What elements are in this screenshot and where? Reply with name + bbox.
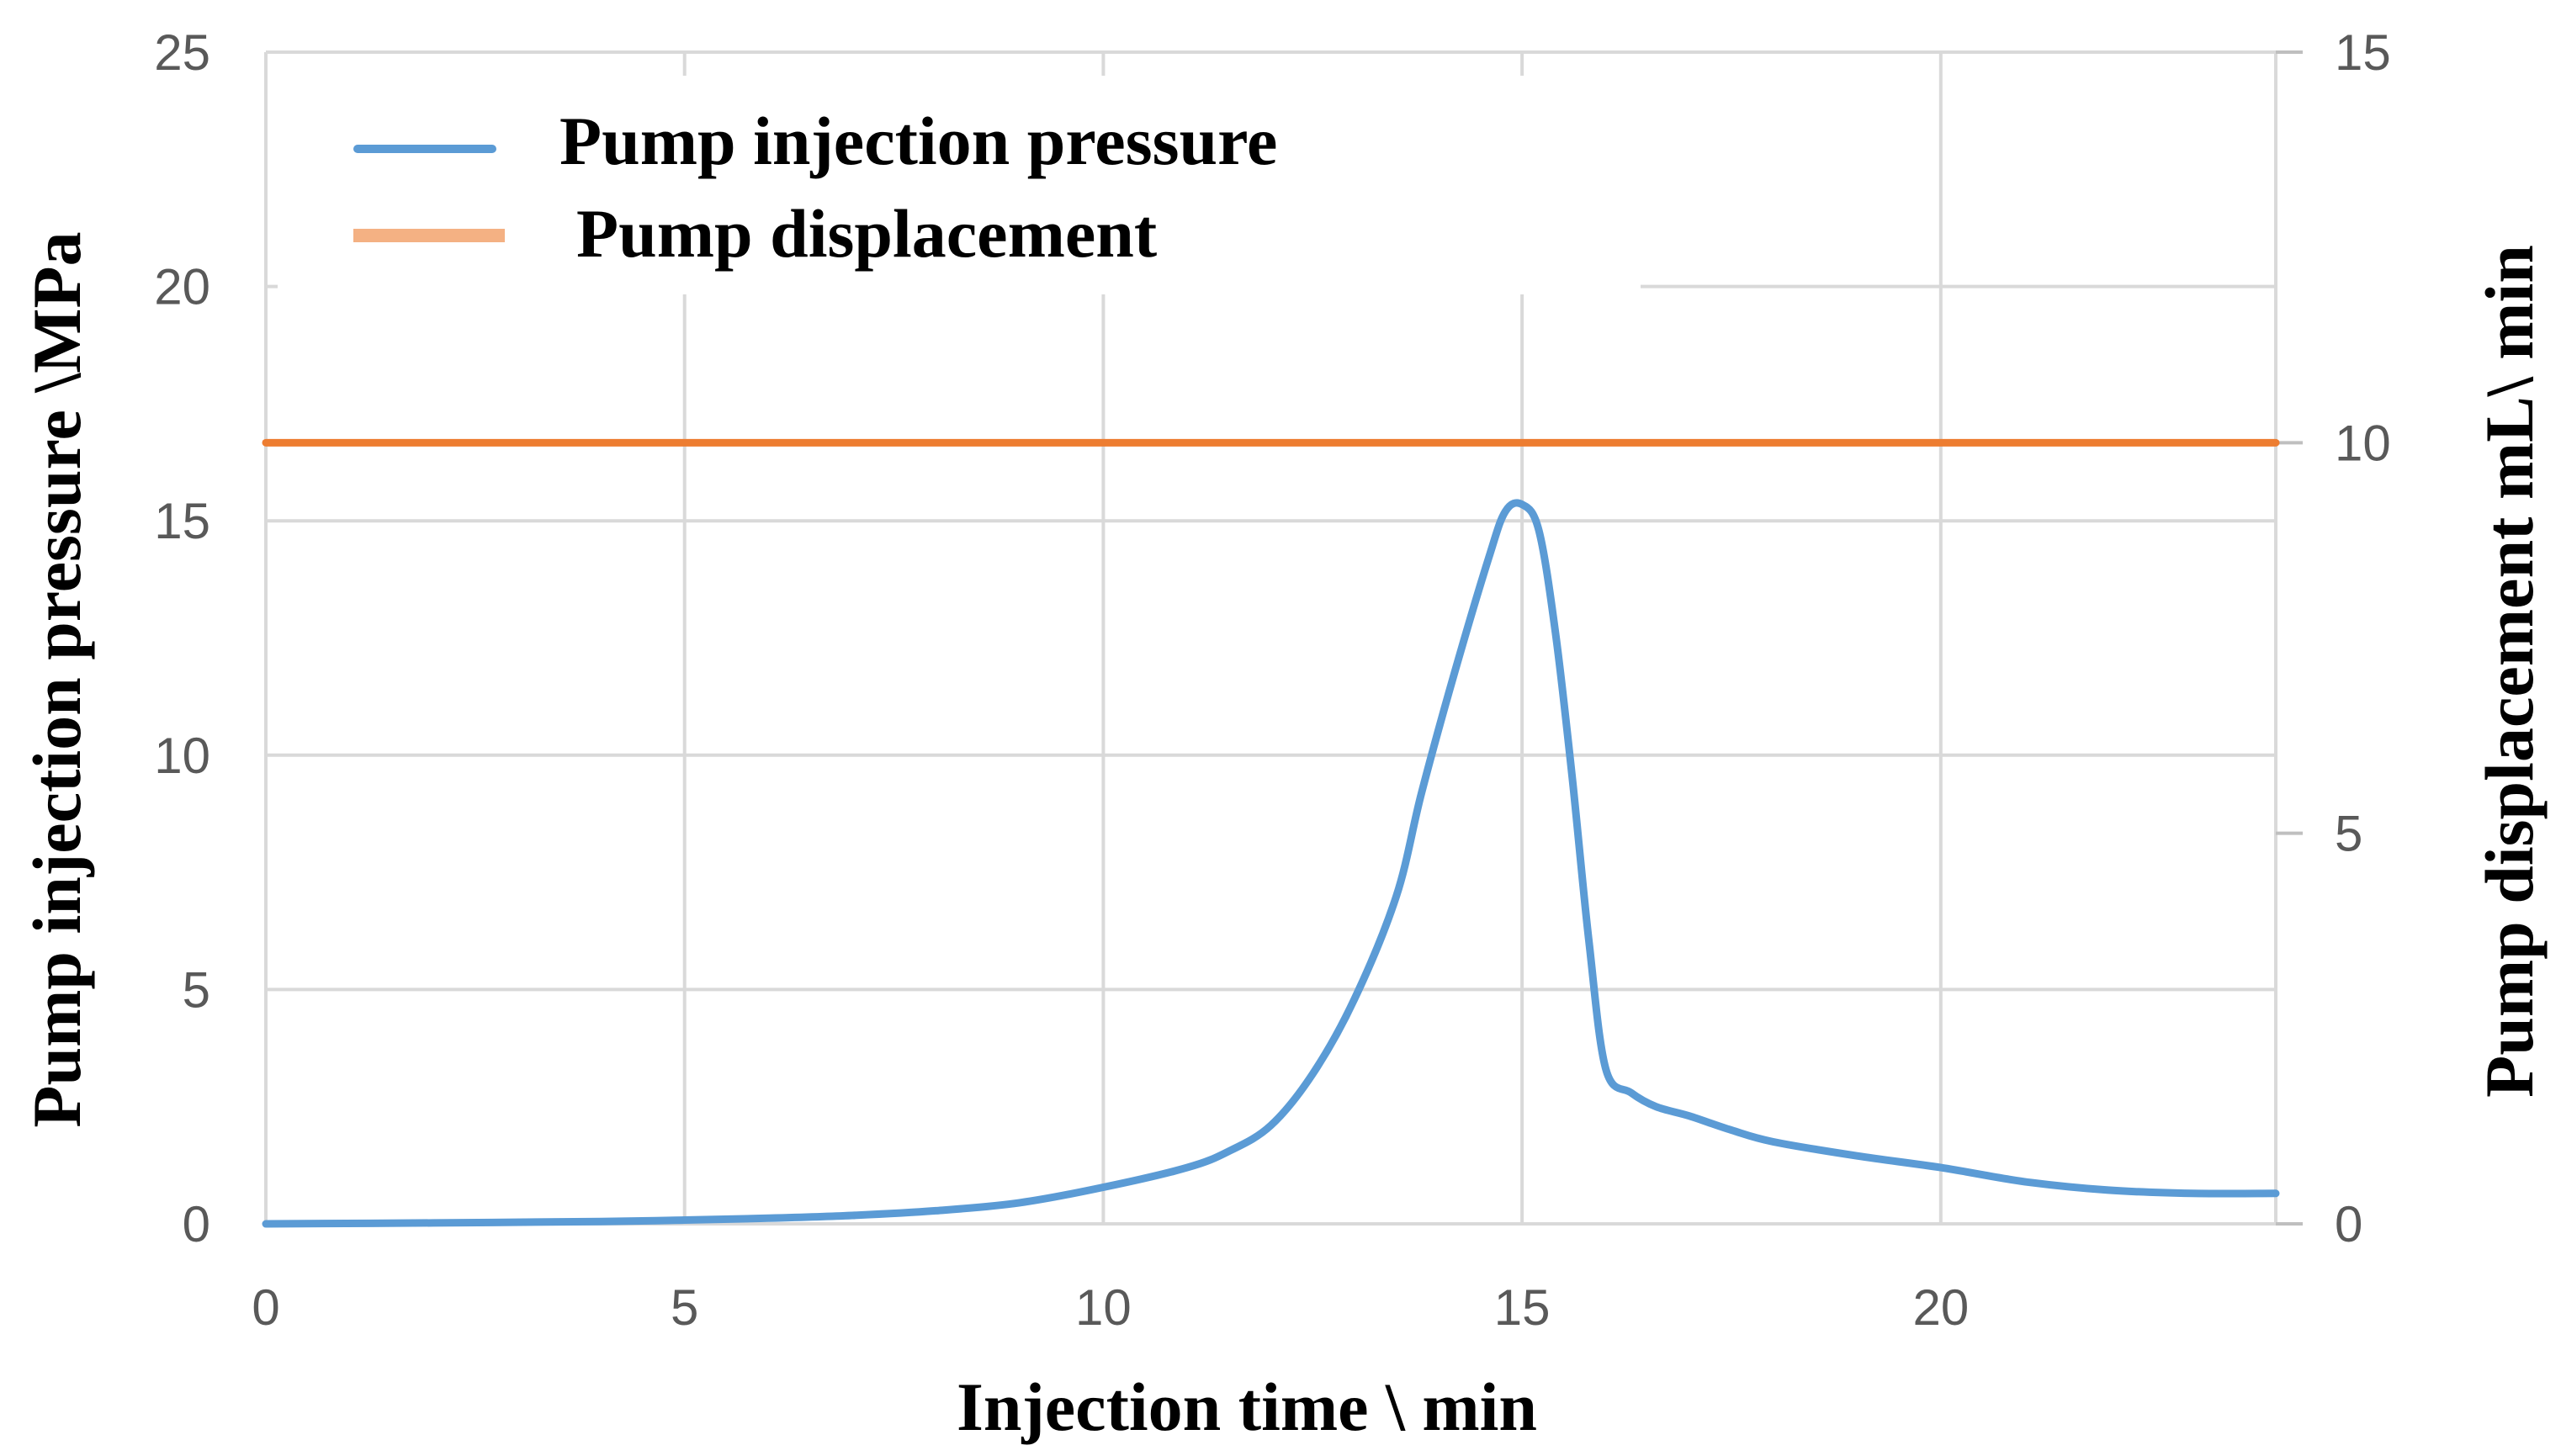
y-right-tick-label: 15 (2335, 24, 2391, 81)
legend-label-displacement: Pump displacement (576, 195, 1157, 272)
x-tick-label: 15 (1494, 1279, 1551, 1336)
y-left-tick-label: 0 (183, 1196, 210, 1252)
series-layer (262, 438, 2280, 1228)
y-right-tick-label: 0 (2335, 1196, 2362, 1252)
series-line-pressure (262, 499, 2280, 1228)
y-axis-title-left: Pump injection pressure \MPa (19, 231, 95, 1127)
y-left-tick-label: 15 (154, 493, 210, 549)
x-axis-title: Injection time \ min (957, 1369, 1537, 1445)
y-right-tick-label: 5 (2335, 806, 2362, 862)
y-right-tick-label: 10 (2335, 415, 2391, 471)
x-tick-label: 20 (1912, 1279, 1969, 1336)
tick-labels: 0 5 10 15 20 25 0 5 10 15 20 0 5 10 15 (154, 24, 2391, 1336)
legend-label-pressure: Pump injection pressure (559, 103, 1277, 179)
y-axis-title-right: Pump displacement mL\ min (2471, 245, 2548, 1098)
y-left-tick-label: 5 (183, 961, 210, 1018)
y-left-tick-label: 10 (154, 728, 210, 784)
legend-box (278, 76, 1641, 294)
y-left-tick-label: 20 (154, 259, 210, 315)
x-tick-label: 5 (671, 1279, 698, 1336)
x-tick-label: 0 (252, 1279, 279, 1336)
x-tick-label: 10 (1075, 1279, 1132, 1336)
y-left-tick-label: 25 (154, 24, 210, 81)
